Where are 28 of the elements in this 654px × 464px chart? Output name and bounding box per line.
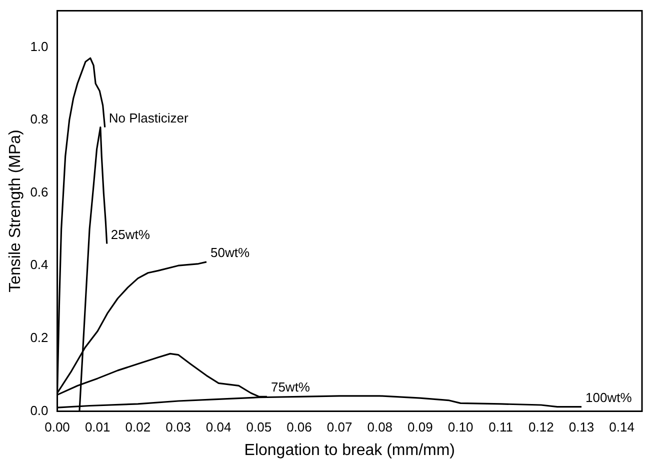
- x-tick-label: 0.09: [408, 420, 433, 435]
- series-label: 50wt%: [210, 245, 250, 260]
- y-axis-title: Tensile Strength (MPa): [7, 130, 24, 292]
- x-tick-label: 0.07: [326, 420, 352, 435]
- series-label: 75wt%: [270, 380, 310, 395]
- y-tick-label: 0.4: [30, 257, 48, 272]
- x-tick-label: 0.03: [166, 420, 191, 435]
- x-tick-label: 0.01: [84, 420, 110, 435]
- x-tick-label: 0.10: [448, 420, 474, 435]
- y-tick-label: 0.6: [30, 184, 48, 200]
- x-tick-label: 0.02: [125, 420, 151, 435]
- x-tick-label: 0.11: [488, 420, 514, 435]
- x-tick-label: 0.00: [44, 420, 70, 435]
- x-tick-label: 0.04: [206, 420, 232, 435]
- x-tick-label: 0.13: [568, 420, 594, 435]
- y-tick-label: 0.2: [30, 330, 48, 345]
- x-tick-label: 0.06: [286, 420, 312, 435]
- x-tick-label: 0.14: [609, 420, 634, 435]
- y-tick-label: 0.8: [30, 112, 48, 127]
- y-tick-label: 1.0: [30, 38, 48, 54]
- series-label: No Plasticizer: [108, 110, 189, 126]
- x-tick-label: 0.12: [528, 420, 554, 435]
- x-tick-label: 0.05: [246, 420, 272, 435]
- x-tick-label: 0.08: [367, 420, 393, 435]
- series-label: 100wt%: [586, 390, 632, 405]
- y-tick-label: 0.0: [30, 402, 48, 418]
- x-axis-title: Elongation to break (mm/mm): [244, 442, 456, 459]
- series-label: 25wt%: [110, 226, 150, 242]
